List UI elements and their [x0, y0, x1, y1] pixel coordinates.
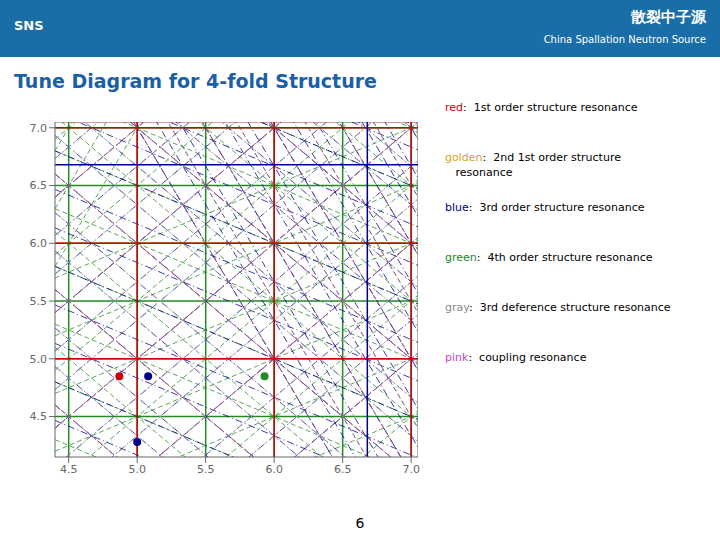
html-text:blue: 3rd order structure reso: blue: 3rd order structure resonance: [445, 201, 645, 214]
html-text:green: 4th order structure res: green: 4th order structure resonance: [445, 251, 653, 264]
svg-text:6.0: 6.0: [265, 463, 283, 476]
html-text:pink: coupling resonance: pink: coupling resonance: [445, 351, 587, 364]
html-text:gray: 3rd deference structure: gray: 3rd deference structure resonance: [445, 301, 671, 314]
svg-text:5.0: 5.0: [128, 463, 146, 476]
svg-text:7.0: 7.0: [402, 463, 420, 476]
svg-text:7.0: 7.0: [30, 122, 48, 135]
svg-text:6.5: 6.5: [30, 179, 48, 192]
svg-text:5.5: 5.5: [30, 295, 48, 308]
svg-text:6.0: 6.0: [30, 237, 48, 250]
svg-text:5.5: 5.5: [197, 463, 215, 476]
html-text:SNS: SNS: [14, 18, 44, 33]
html-text:散裂中子源: 散裂中子源: [631, 8, 706, 26]
svg-text:4.5: 4.5: [30, 410, 48, 423]
html-text:China Spallation Neutron Sourc: China Spallation Neutron Source: [543, 34, 706, 45]
svg-text:6.5: 6.5: [334, 463, 352, 476]
svg-text:5.0: 5.0: [30, 353, 48, 366]
svg-text:4.5: 4.5: [60, 463, 78, 476]
html-text:6: 6: [355, 515, 365, 531]
html-text:golden: 2nd 1st order structur: golden: 2nd 1st order structure resonanc…: [445, 151, 621, 179]
html-text:red: 1st order structure reson: red: 1st order structure resonance: [445, 101, 638, 114]
html-text:Tune Diagram for 4-fold Struct: Tune Diagram for 4-fold Structure: [14, 70, 377, 92]
